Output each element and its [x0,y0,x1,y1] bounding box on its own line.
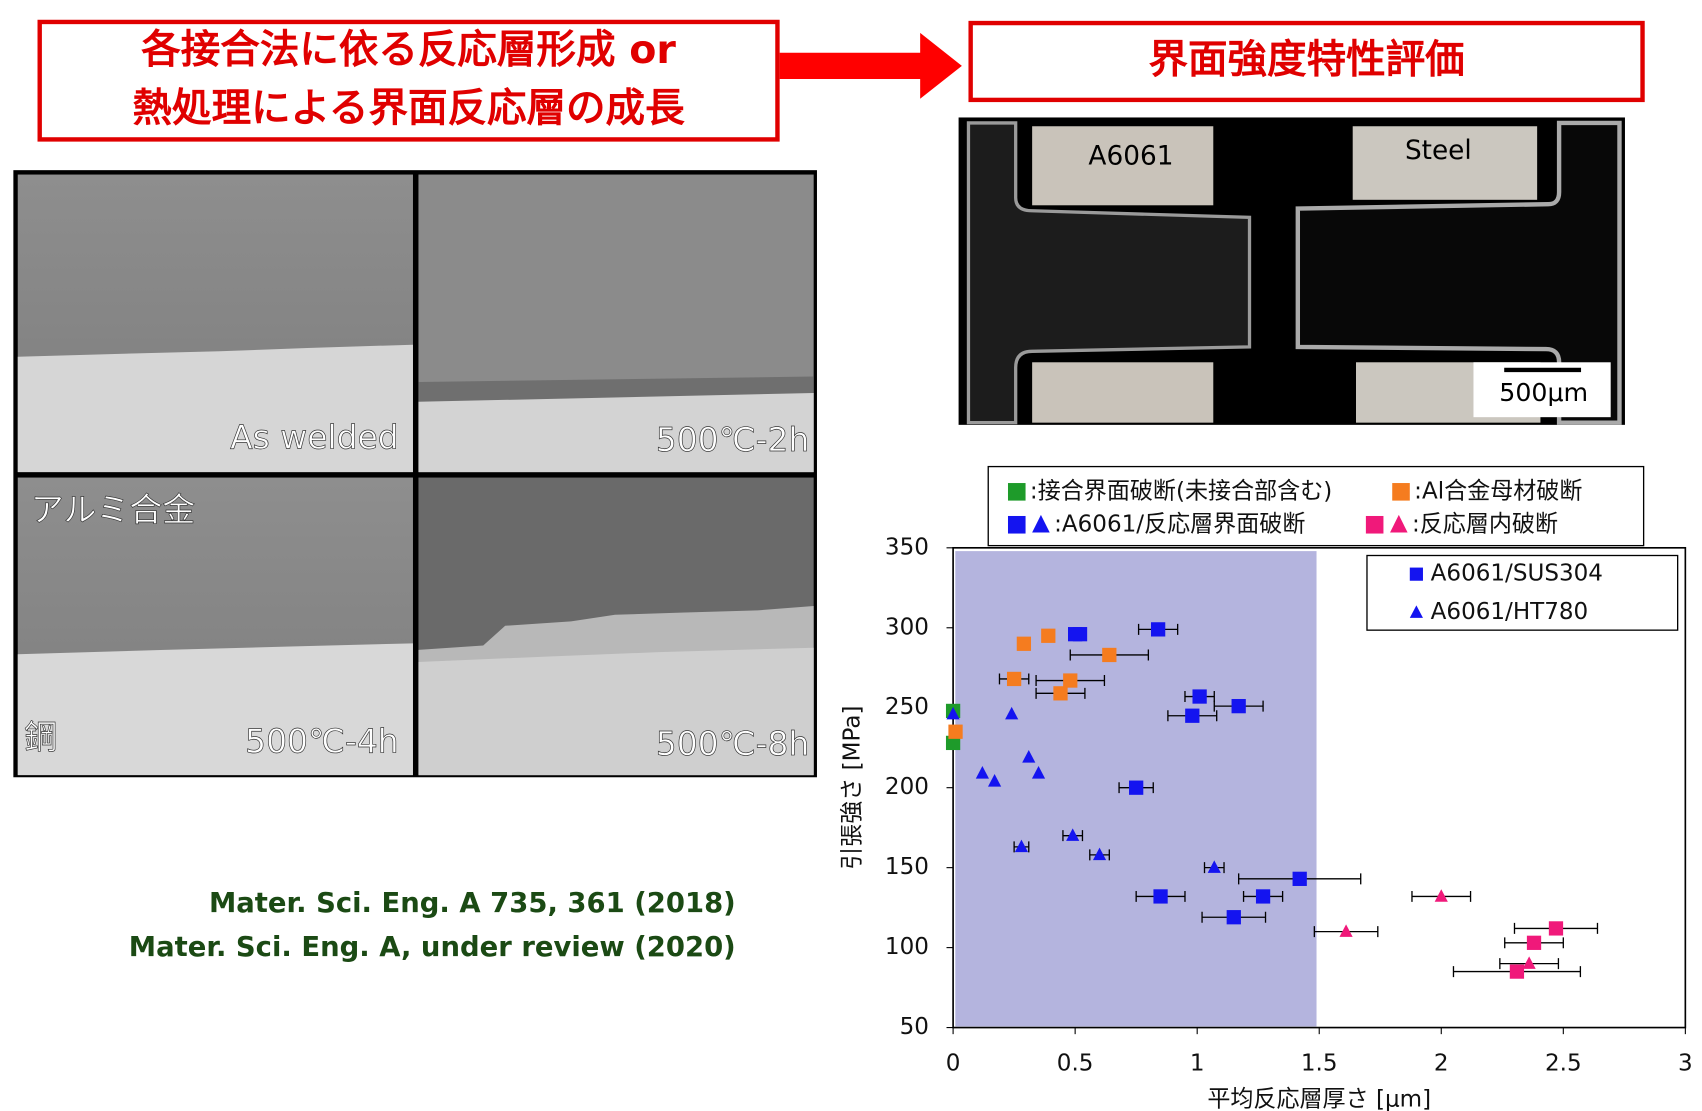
data-point [1434,889,1448,902]
header-box [37,19,780,142]
legend-swatch [1392,483,1410,501]
citation: Mater. Sci. Eng. A 735, 361 (2018) [209,888,736,919]
data-point [1031,766,1046,779]
citation: Mater. Sci. Eng. A, under review (2020) [129,932,736,963]
data-point [1226,910,1241,925]
data-point [1053,686,1068,701]
legend-swatch [1007,483,1026,501]
legend [987,465,1645,547]
y-tick-label: 50 [900,1014,929,1040]
data-point [1292,871,1307,886]
panel-label: 500℃-4h [245,722,399,761]
legend-swatch [1365,515,1384,534]
y-axis-label: 引張強さ [MPa] [840,706,866,870]
data-point [1185,708,1200,723]
data-point [1153,889,1168,904]
data-point [1192,689,1207,704]
y-tick-label: 100 [885,934,929,960]
y-tick-label: 150 [885,854,929,880]
legend-marker [1409,605,1423,618]
data-point [1041,628,1056,643]
legend-label: :接合界面破断(未接合部含む) [1030,478,1332,504]
y-tick-label: 350 [885,534,929,560]
data-point [1066,828,1080,841]
data-point [1092,847,1107,861]
data-point [1339,924,1353,937]
data-point [1102,647,1117,663]
photo-label: Steel [1405,136,1472,166]
data-point [1548,921,1564,936]
legend-label: :Al合金母材破断 [1414,478,1582,504]
legend-label: A6061/HT780 [1431,599,1589,625]
arrow [779,32,962,99]
data-point [1072,627,1088,642]
panel-label: 500℃-8h [656,724,810,763]
y-tick-label: 300 [885,614,929,640]
data-point [975,766,989,779]
legend-swatch [1390,514,1408,533]
micrographs [13,170,817,778]
x-tick-label: 2 [1434,1050,1449,1076]
x-tick-label: 2.5 [1545,1050,1582,1076]
data-point [1005,706,1019,720]
data-point [945,735,961,751]
data-point [1063,673,1078,688]
x-tick-label: 1 [1190,1050,1205,1076]
x-tick-label: 1.5 [1301,1050,1338,1076]
data-point [946,706,960,720]
legend-label: :反応層内破断 [1412,511,1558,537]
legend-label: A6061/SUS304 [1431,561,1603,587]
panel-label: 500℃-2h [656,420,810,459]
data-point [1022,750,1036,763]
legend-label: :A6061/反応層界面破断 [1054,511,1305,537]
x-axis-label: 平均反応層厚さ [μm] [1207,1087,1431,1111]
scale-label: 500μm [1499,378,1588,407]
x-tick-label: 3 [1678,1050,1693,1076]
data-point [1255,889,1271,904]
photo-label: A6061 [1088,141,1173,171]
header-left: 各接合法に依る反応層形成 or [141,27,676,73]
legend-marker [1409,567,1423,581]
data-point [1522,956,1536,969]
material-label: アルミ合金 [31,490,195,529]
specimen-photo [958,117,1625,425]
header-box [968,20,1645,103]
legend-swatch [1032,514,1050,533]
data-point [1231,698,1246,714]
chart: 0 0.5 1 1.5 2 2.5 350100150200250300350平均反応層厚さ… [840,465,1693,1111]
y-tick-label: 200 [885,774,929,800]
data-point [1207,860,1221,873]
data-point [948,724,963,739]
data-point [1014,839,1029,853]
material-label: 鋼 [24,717,57,756]
legend-swatch [1007,515,1026,534]
header-left: 熱処理による界面反応層の成長 [133,85,686,131]
data-point [1006,671,1022,687]
x-tick-label: 0.5 [1057,1050,1094,1076]
data-point [1016,636,1032,651]
data-point [1509,964,1525,979]
data-point [988,774,1002,787]
data-point [1526,935,1542,950]
panel-label: As welded [230,418,399,457]
header-right: 界面強度特性評価 [1149,37,1465,83]
data-point [1129,780,1144,795]
data-point [1150,622,1166,637]
y-tick-label: 250 [885,694,929,720]
x-tick-label: 0 [946,1050,961,1076]
